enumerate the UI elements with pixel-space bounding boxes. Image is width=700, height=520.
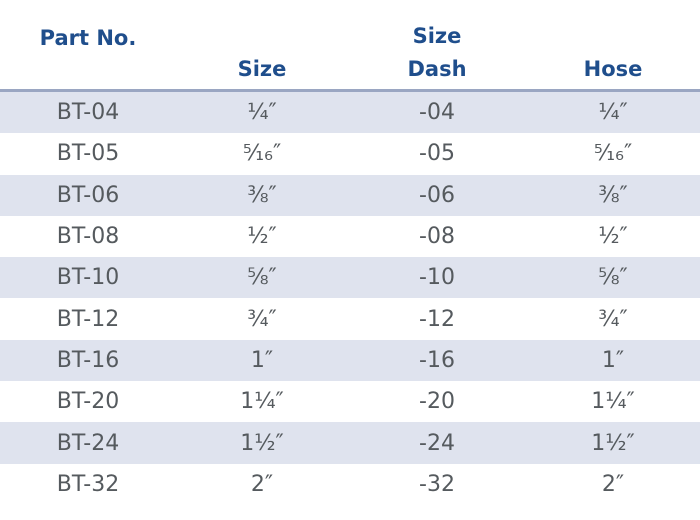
cell-size: 1¼″: [240, 389, 284, 415]
cell-size-dash: -16: [419, 347, 455, 373]
cell-size: ½″: [247, 224, 277, 250]
cell-part-no: BT-20: [56, 389, 120, 415]
cell-hose: ½″: [598, 224, 628, 250]
cell-size: ¾″: [247, 306, 277, 332]
table-row: BT-20 1¼″ -20 1¼″: [0, 381, 700, 422]
table-row: BT-08 ½″ -08 ½″: [0, 216, 700, 257]
cell-part-no: BT-08: [56, 224, 120, 250]
cell-hose: 1¼″: [591, 389, 635, 415]
table-row: BT-04 ¼″ -04 ¼″: [0, 92, 700, 134]
cell-hose: 1½″: [591, 430, 635, 456]
header-size-dash-top: Size: [412, 24, 462, 48]
cell-size: 1″: [250, 347, 274, 373]
cell-size: ¼″: [247, 100, 277, 126]
table-row: BT-10 ⅝″ -10 ⅝″: [0, 257, 700, 299]
table-body: BT-04 ¼″ -04 ¼″ BT-05 ⁵⁄₁₆″ -05 ⁵⁄₁₆″ BT-06 ⅜″ -06…: [0, 92, 700, 505]
cell-size-dash: -06: [419, 182, 455, 208]
cell-part-no: BT-10: [56, 265, 120, 291]
cell-size: 1½″: [240, 430, 284, 456]
cell-hose: ¼″: [598, 100, 628, 126]
cell-hose: 2″: [601, 471, 625, 497]
cell-part-no: BT-16: [56, 347, 120, 373]
cell-size-dash: -08: [419, 224, 455, 250]
table-row: BT-16 1″ -16 1″: [0, 339, 700, 382]
cell-hose: 1″: [601, 347, 625, 373]
cell-size-dash: -20: [419, 389, 455, 415]
table-row: BT-24 1½″ -24 1½″: [0, 422, 700, 464]
cell-size-dash: -12: [419, 306, 455, 332]
cell-part-no: BT-04: [56, 100, 120, 126]
cell-size-dash: -04: [419, 100, 455, 126]
cell-part-no: BT-05: [56, 141, 120, 167]
header-size-dash-bottom: Dash: [407, 57, 467, 81]
cell-part-no: BT-12: [56, 306, 120, 332]
cell-size-dash: -32: [419, 471, 455, 497]
cell-hose: ⅜″: [598, 182, 628, 208]
header-hose: Hose: [583, 57, 643, 81]
table-row: BT-32 2″ -32 2″: [0, 464, 700, 505]
table-header: Part No. Size Size Dash Hose: [0, 0, 700, 92]
cell-size: 2″: [250, 471, 274, 497]
cell-part-no: BT-06: [56, 182, 120, 208]
cell-size: ⅜″: [247, 182, 277, 208]
cell-size: ⁵⁄₁₆″: [242, 141, 282, 167]
cell-hose: ¾″: [598, 306, 628, 332]
header-size: Size: [237, 57, 287, 81]
header-part-no: Part No.: [39, 26, 137, 50]
table-row: BT-05 ⁵⁄₁₆″ -05 ⁵⁄₁₆″: [0, 133, 700, 174]
cell-size-dash: -10: [419, 265, 455, 291]
cell-size: ⅝″: [247, 265, 277, 291]
cell-part-no: BT-32: [56, 471, 120, 497]
cell-hose: ⅝″: [598, 265, 628, 291]
cell-part-no: BT-24: [56, 430, 120, 456]
cell-hose: ⁵⁄₁₆″: [593, 141, 633, 167]
cell-size-dash: -24: [419, 430, 455, 456]
cell-size-dash: -05: [419, 141, 455, 167]
table-row: BT-12 ¾″ -12 ¾″: [0, 298, 700, 339]
table-row: BT-06 ⅜″ -06 ⅜″: [0, 174, 700, 216]
